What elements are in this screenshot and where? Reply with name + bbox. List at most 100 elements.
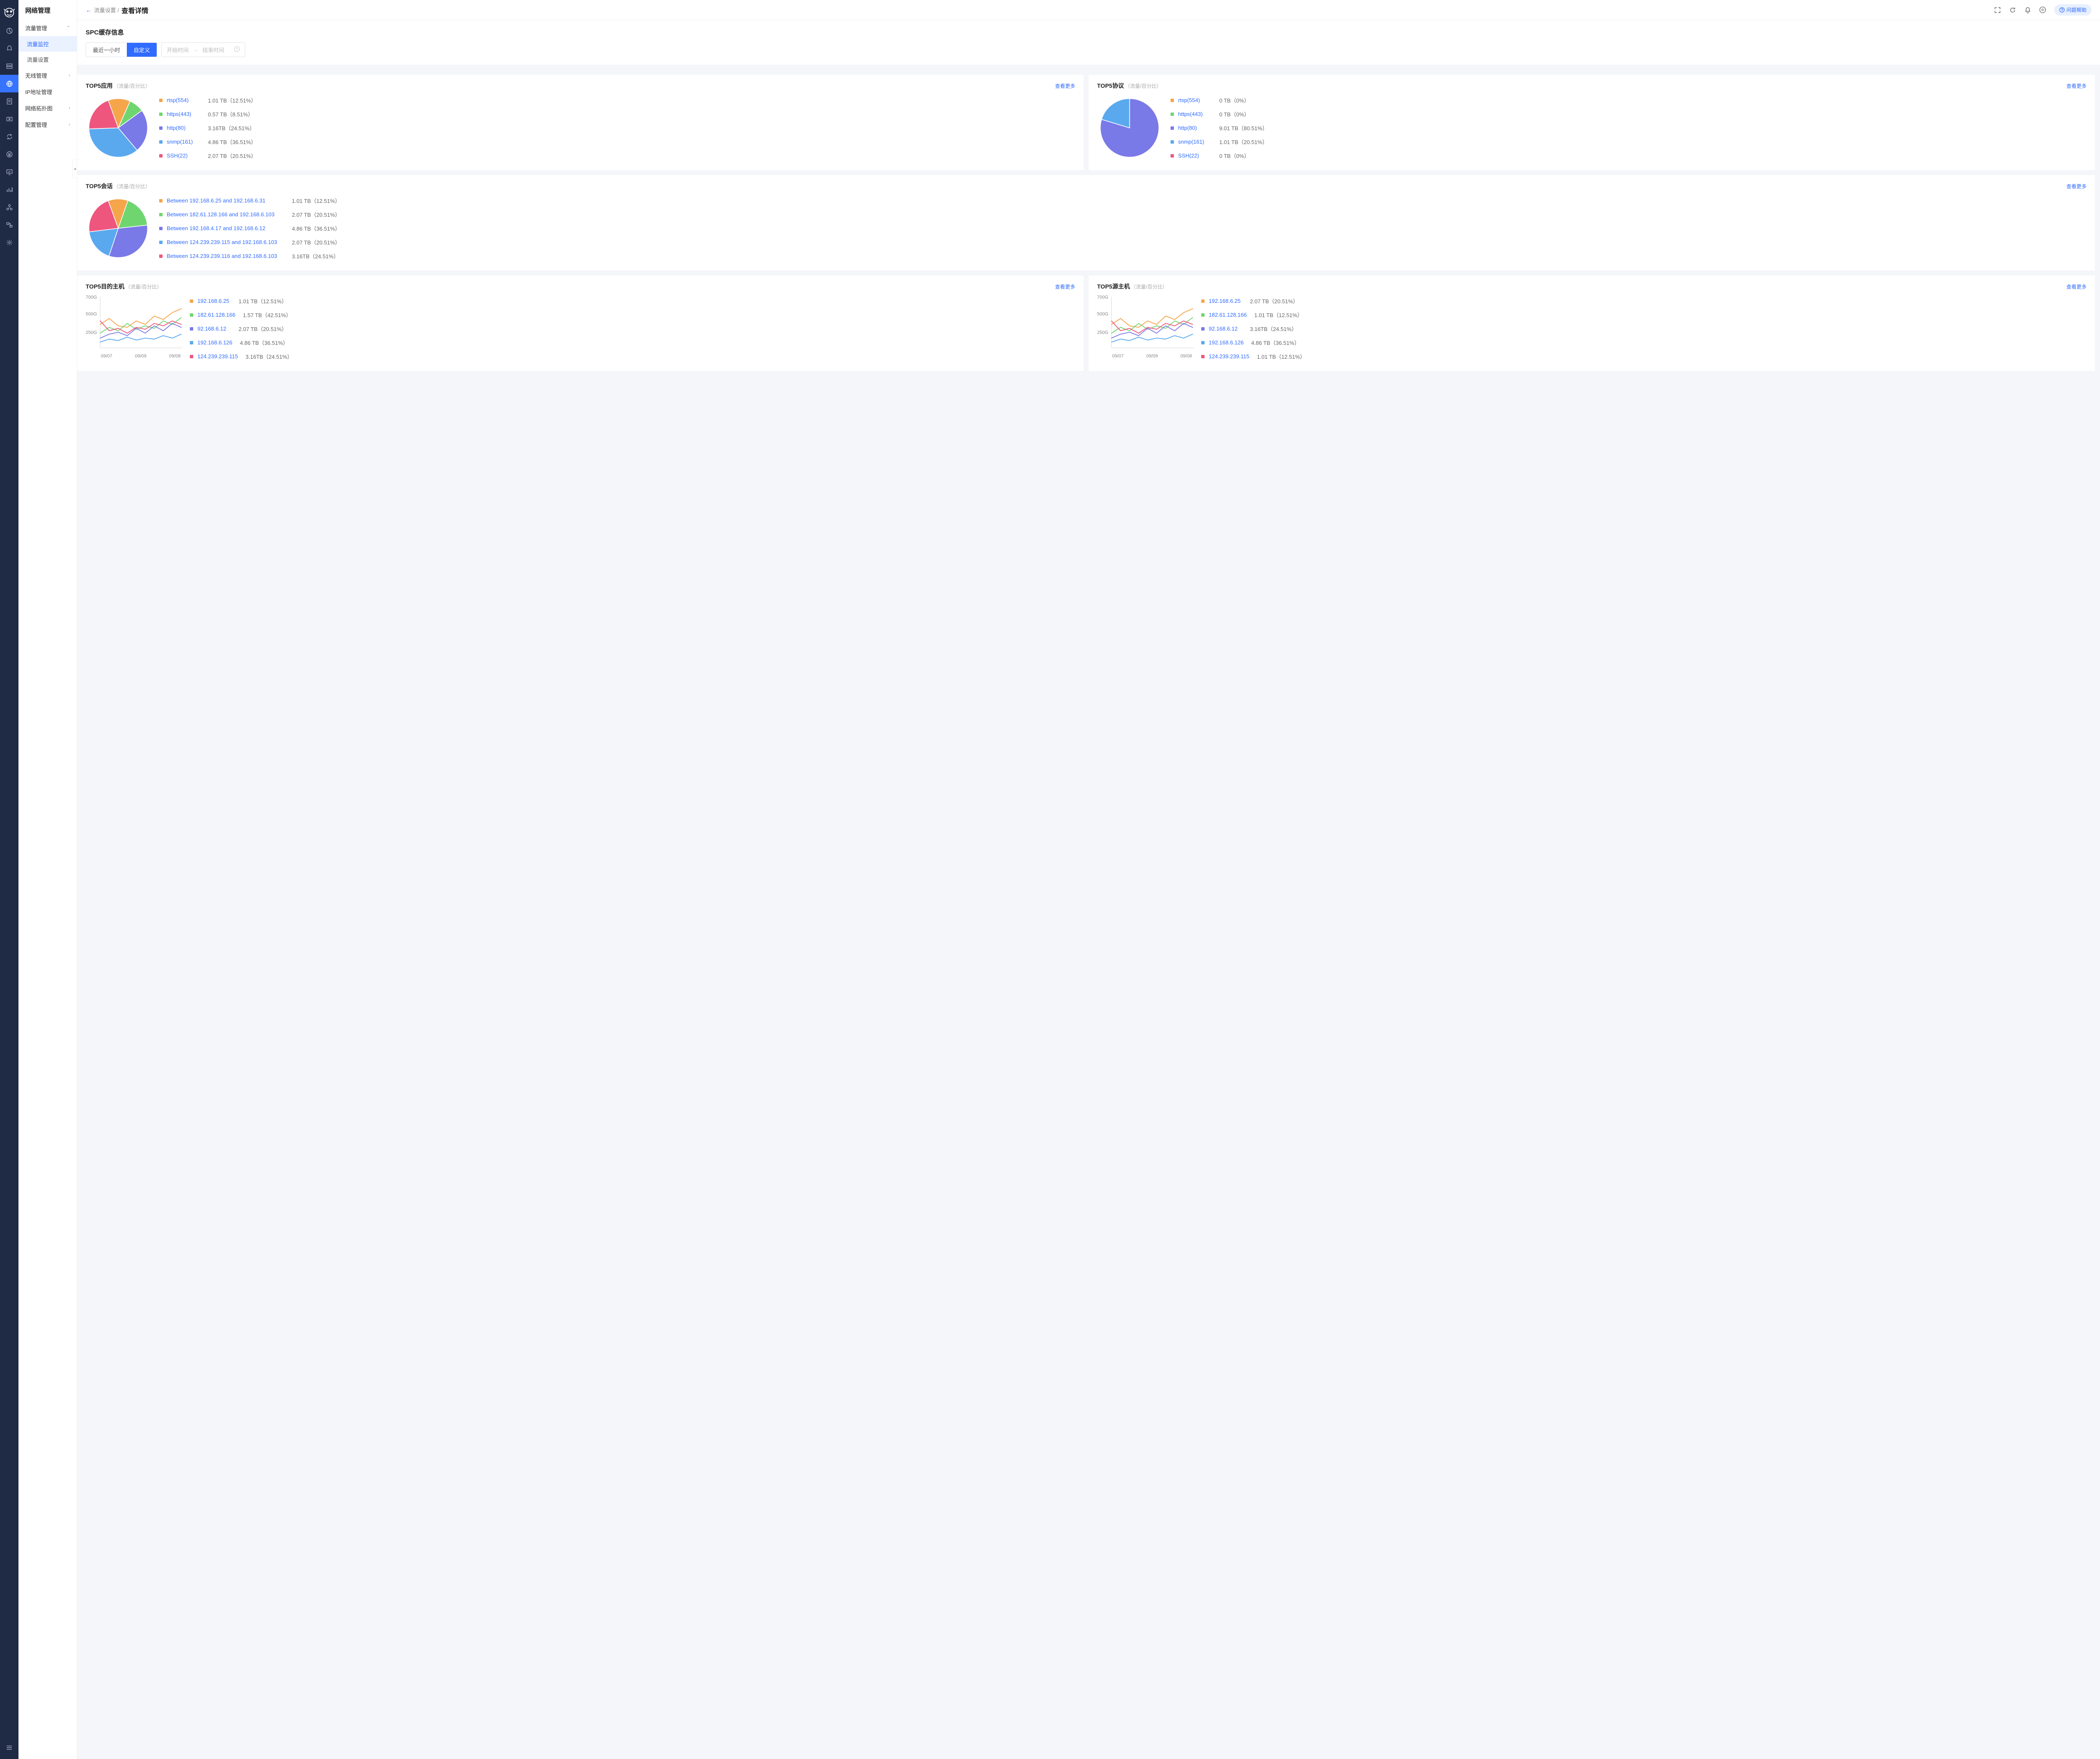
legend-row: http(80)3.16TB（24.51%）	[159, 121, 1075, 135]
sidebar-group[interactable]: 流量管理⌃	[18, 20, 77, 36]
legend-label[interactable]: rtsp(554)	[167, 97, 200, 103]
legend-row: Between 124.239.239.115 and 192.168.6.10…	[159, 235, 2087, 249]
end-time-placeholder: 结束时间	[202, 46, 224, 54]
rail-menu-icon[interactable]	[0, 1741, 18, 1759]
rail-bars-icon[interactable]	[0, 181, 18, 198]
view-more-link[interactable]: 查看更多	[1055, 82, 1075, 89]
pie-chart	[86, 95, 151, 160]
legend-label[interactable]: http(80)	[1178, 125, 1212, 131]
sidebar-item[interactable]: 流量设置	[18, 52, 77, 67]
rail-doc-icon[interactable]	[0, 92, 18, 110]
legend-value: 0.57 TB（8.51%）	[208, 110, 253, 118]
legend-label[interactable]: https(443)	[1178, 111, 1212, 117]
back-icon[interactable]: ←	[86, 7, 92, 13]
language-icon[interactable]: 中	[2039, 6, 2047, 14]
top5-apps-card: TOP5应用 （流量/百分比） 查看更多 rtsp(554)1.01 TB（12…	[77, 75, 1084, 170]
legend-label[interactable]: 124.239.239.115	[197, 353, 238, 360]
rail-video-icon[interactable]	[0, 110, 18, 128]
legend-label[interactable]: Between 124.239.239.116 and 192.168.6.10…	[167, 253, 284, 259]
help-button[interactable]: 问题帮助	[2054, 4, 2092, 16]
sidebar-collapse-button[interactable]: ◂	[72, 160, 77, 178]
sidebar-group[interactable]: 配置管理›	[18, 116, 77, 133]
view-more-link[interactable]: 查看更多	[1055, 283, 1075, 290]
legend-dot	[1201, 341, 1205, 344]
legend-dot	[1171, 126, 1174, 130]
legend-row: 192.168.6.25 2.07 TB（20.51%）	[1201, 294, 2087, 308]
legend-label[interactable]: https(443)	[167, 111, 200, 117]
legend-label[interactable]: 192.168.6.25	[1209, 298, 1242, 304]
legend-label[interactable]: Between 192.168.4.17 and 192.168.6.12	[167, 225, 284, 231]
legend-value: 1.01 TB（12.51%）	[239, 297, 287, 305]
rail-flow-icon[interactable]	[0, 216, 18, 234]
sidebar-item[interactable]: 流量监控	[18, 36, 77, 52]
legend-row: Between 192.168.4.17 and 192.168.6.12 4.8…	[159, 221, 2087, 235]
legend-dot	[1201, 299, 1205, 303]
refresh-icon[interactable]	[2009, 6, 2016, 14]
legend-label[interactable]: 192.168.6.25	[197, 298, 231, 304]
legend-label[interactable]: 92.168.6.12	[1209, 326, 1242, 332]
legend-value: 2.07 TB（20.51%）	[1250, 297, 1298, 305]
legend-row: https(443) 0.57 TB（8.51%）	[159, 107, 1075, 121]
legend-row: 192.168.6.25 1.01 TB（12.51%）	[190, 294, 1075, 308]
legend-dot	[1201, 313, 1205, 317]
legend-label[interactable]: SSH(22)	[1178, 152, 1212, 159]
legend-label[interactable]: 192.168.6.126	[197, 339, 232, 346]
legend-dot	[159, 113, 163, 116]
legend-row: 192.168.6.1264.86 TB（36.51%）	[190, 336, 1075, 349]
view-more-link[interactable]: 查看更多	[2066, 283, 2087, 290]
legend-row: http(80)9.01 TB（80.51%）	[1171, 121, 2087, 135]
legend-label[interactable]: Between 124.239.239.115 and 192.168.6.10…	[167, 239, 284, 245]
legend-label[interactable]: Between 182.61.128.166 and 192.168.6.103	[167, 211, 284, 218]
sidebar-group[interactable]: 无线管理›	[18, 67, 77, 84]
rail-monitor-icon[interactable]	[0, 163, 18, 181]
breadcrumb: ← 流量设置 / 查看详情	[86, 5, 148, 15]
date-range-picker[interactable]: 开始时间 → 结束时间	[161, 42, 245, 57]
legend-label[interactable]: 92.168.6.12	[197, 326, 231, 332]
legend-label[interactable]: 192.168.6.126	[1209, 339, 1244, 346]
legend-row: Between 124.239.239.116 and 192.168.6.10…	[159, 249, 2087, 263]
seg-last-hour[interactable]: 最近一小时	[86, 43, 127, 57]
card-subtitle: （流量/百分比）	[113, 183, 150, 190]
sidebar-group[interactable]: 网络拓扑图›	[18, 100, 77, 116]
card-subtitle: （流量/百分比）	[1131, 283, 1167, 290]
legend-label[interactable]: Between 192.168.6.25 and 192.168.6.31	[167, 197, 284, 204]
rail-pie-icon[interactable]	[0, 22, 18, 39]
sidebar-group[interactable]: IP地址管理	[18, 84, 77, 100]
legend-dot	[190, 355, 193, 358]
legend-value: 2.07 TB（20.51%）	[239, 325, 287, 333]
top5-sessions-card: TOP5会话 （流量/百分比） 查看更多 Between 192.168.6.2…	[77, 175, 2095, 270]
rail-cycle-icon[interactable]	[0, 128, 18, 145]
legend-label[interactable]: snmp(161)	[1178, 139, 1212, 145]
rail-gear-icon[interactable]	[0, 234, 18, 251]
legend-value: 4.86 TB（36.51%）	[292, 224, 340, 232]
legend-label[interactable]: 124.239.239.115	[1209, 353, 1250, 360]
legend-label[interactable]: SSH(22)	[167, 152, 200, 159]
legend-row: Between 192.168.6.25 and 192.168.6.311.0…	[159, 194, 2087, 207]
rail-server-icon[interactable]	[0, 57, 18, 75]
legend-label[interactable]: 182.61.128.166	[197, 312, 235, 318]
rail-nodes-icon[interactable]	[0, 198, 18, 216]
legend-row: rtsp(554) 1.01 TB（12.51%）	[159, 93, 1075, 107]
view-more-link[interactable]: 查看更多	[2066, 183, 2087, 190]
notification-icon[interactable]	[2024, 6, 2032, 14]
legend-value: 1.01 TB（12.51%）	[1254, 311, 1302, 319]
legend-value: 1.57 TB（42.51%）	[243, 311, 291, 319]
breadcrumb-prev[interactable]: 流量设置 /	[94, 6, 119, 14]
seg-custom[interactable]: 自定义	[127, 43, 157, 57]
clock-icon	[234, 46, 240, 53]
breadcrumb-current: 查看详情	[121, 5, 148, 15]
legend-value: 1.01 TB（12.51%）	[208, 96, 256, 104]
rail-yen-icon[interactable]	[0, 145, 18, 163]
rail-globe-icon[interactable]	[0, 75, 18, 92]
card-title: TOP5协议	[1097, 81, 1124, 90]
legend-label[interactable]: snmp(161)	[167, 139, 200, 145]
fullscreen-icon[interactable]	[1994, 6, 2001, 14]
view-more-link[interactable]: 查看更多	[2066, 82, 2087, 89]
legend-row: 92.168.6.12 2.07 TB（20.51%）	[190, 322, 1075, 336]
legend-label[interactable]: 182.61.128.166	[1209, 312, 1247, 318]
legend-label[interactable]: rtsp(554)	[1178, 97, 1212, 103]
legend-label[interactable]: http(80)	[167, 125, 200, 131]
rail-bell-icon[interactable]	[0, 39, 18, 57]
legend-dot	[159, 154, 163, 158]
legend-row: 92.168.6.123.16TB（24.51%）	[1201, 322, 2087, 336]
